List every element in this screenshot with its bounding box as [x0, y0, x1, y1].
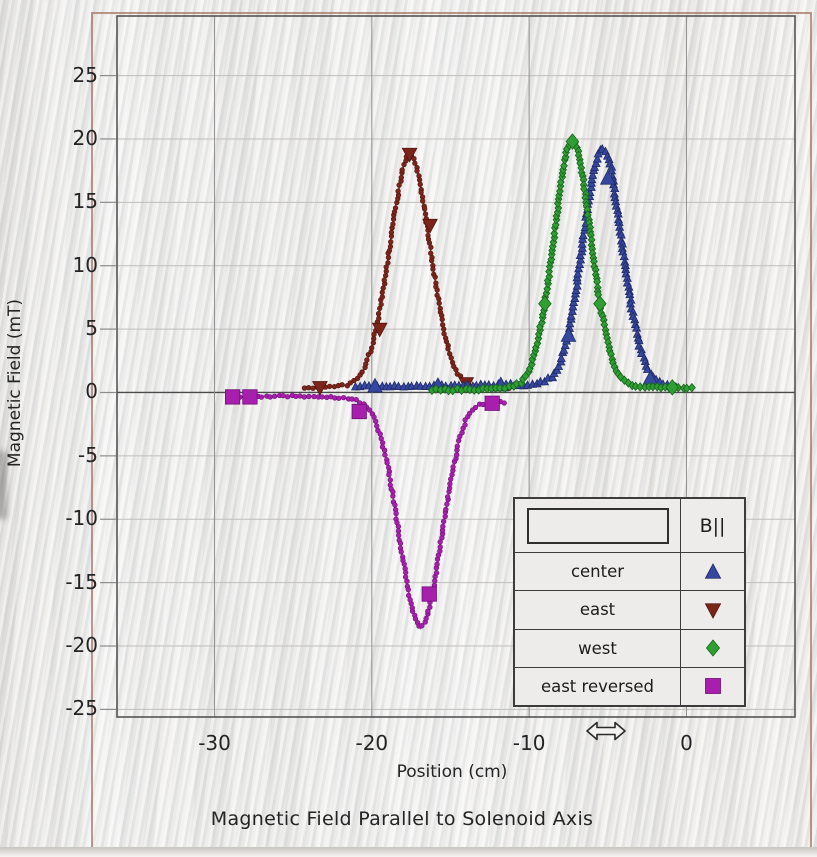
y-axis-title: Magnetic Field (mT) [5, 298, 25, 468]
x-tick-label: -20 [355, 731, 389, 755]
y-tick-label: -10 [65, 506, 98, 531]
y-tick-label: -5 [78, 442, 98, 467]
y-tick-label: 25 [72, 62, 98, 87]
x-axis-title: Position (cm) [396, 762, 508, 782]
data-series-layer [225, 133, 696, 630]
y-tick-label: -15 [65, 569, 98, 594]
y-tick-label: 15 [72, 189, 98, 214]
legend-row-east-reversed[interactable]: east reversed [515, 666, 744, 705]
chart-title: Magnetic Field Parallel to Solenoid Axis [210, 808, 594, 830]
y-tick-label: -20 [65, 633, 98, 657]
series-west [428, 133, 696, 396]
photo-artifact-smudge [0, 450, 7, 520]
legend-header: B|| [515, 499, 744, 552]
legend-row-east[interactable]: east [515, 590, 744, 629]
x-tick-label: -30 [198, 731, 231, 755]
legend-row-center[interactable]: center [515, 552, 744, 591]
series-east-reversed [225, 389, 507, 630]
legend-entry-label: east [579, 600, 616, 620]
legend[interactable]: B|| center east west east reversed [513, 497, 746, 707]
legend-entry-label: center [570, 562, 625, 582]
y-tick-label: 0 [85, 379, 98, 404]
series-east [301, 147, 512, 396]
legend-entry-label: west [578, 638, 617, 658]
triangle-down-icon [680, 591, 744, 629]
y-tick-label: 5 [85, 316, 98, 341]
triangle-up-icon [680, 553, 744, 591]
diamond-icon [680, 629, 744, 667]
legend-entry-label: east reversed [540, 676, 655, 696]
photo-artifact-bottom-edge [0, 847, 817, 857]
horizontal-resize-cursor-icon [586, 721, 626, 741]
legend-selection-box[interactable] [526, 507, 669, 544]
y-tick-label: 10 [72, 252, 98, 277]
legend-row-west[interactable]: west [515, 628, 744, 667]
y-tick-label: -25 [65, 696, 98, 721]
square-icon [680, 667, 744, 705]
y-tick-label: 20 [72, 125, 98, 150]
x-tick-label: 0 [680, 731, 693, 755]
legend-header-label: B|| [699, 514, 726, 537]
x-tick-label: -10 [512, 731, 546, 755]
plot-frame [116, 15, 796, 718]
